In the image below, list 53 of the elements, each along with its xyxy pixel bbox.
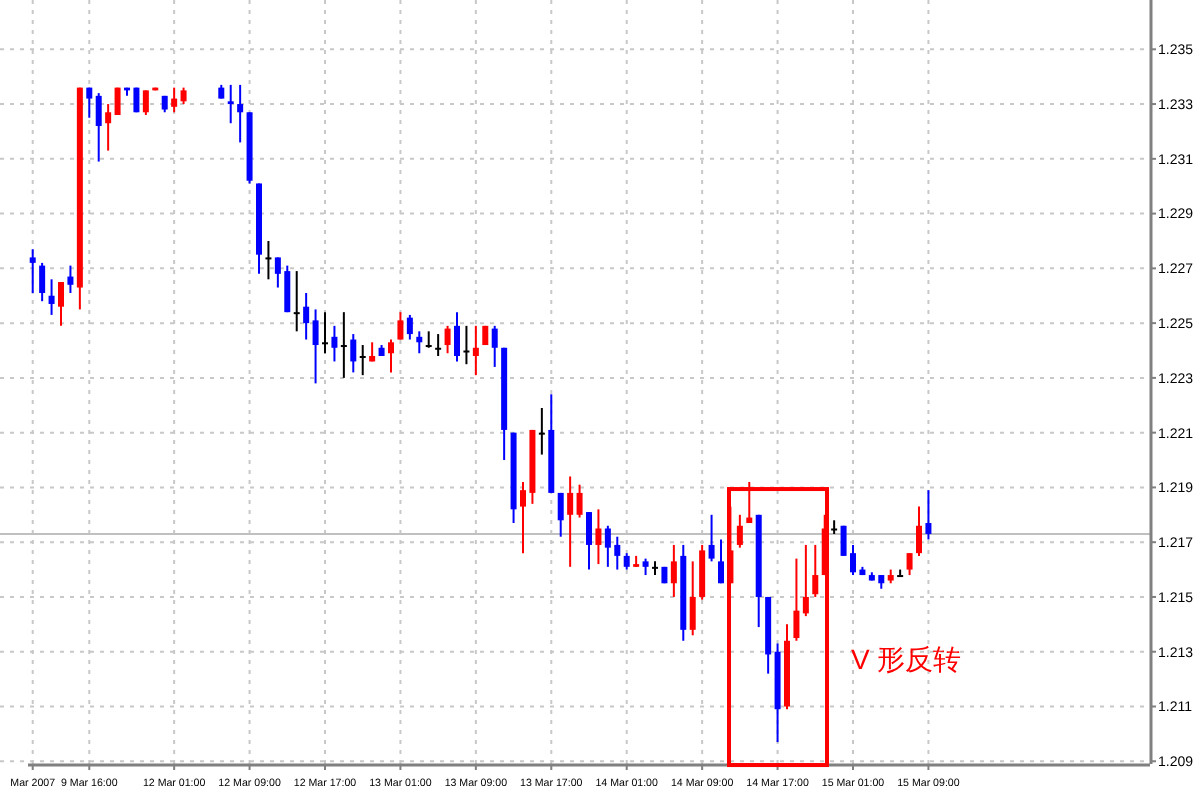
candlestick [227, 83, 234, 125]
candlestick [925, 489, 932, 541]
candlestick [718, 538, 724, 585]
candlestick [538, 407, 545, 456]
candlestick [802, 543, 809, 618]
candlestick [916, 505, 922, 557]
candlestick [350, 333, 357, 374]
candlestick [142, 89, 149, 117]
candlestick [670, 543, 677, 598]
candlestick [708, 513, 715, 563]
candlestick [331, 324, 338, 363]
candlestick [425, 330, 432, 349]
candlestick [463, 324, 470, 366]
candlestick [491, 324, 498, 368]
candlestick [595, 508, 602, 566]
candlestick [67, 264, 74, 294]
candlestick [576, 483, 583, 519]
candlestick [435, 333, 442, 357]
candlestick [567, 475, 574, 568]
candlestick [340, 311, 347, 379]
candlestick [586, 511, 592, 571]
candlestick [322, 311, 328, 355]
candlestick [171, 86, 178, 114]
candlestick [736, 513, 743, 549]
candlestick [689, 560, 696, 637]
candlestick [746, 480, 753, 525]
candlestick [472, 324, 479, 377]
annotation: V 形反转 [851, 643, 962, 676]
candlestick [265, 239, 272, 281]
candlestick [48, 278, 55, 316]
candlestick [237, 83, 244, 144]
candlestick [95, 92, 102, 163]
candlestick [557, 491, 564, 538]
candlestick [699, 543, 706, 601]
candlestick [812, 543, 819, 598]
candlestick [454, 311, 460, 363]
candlestick [416, 330, 423, 355]
candlestick [444, 324, 451, 355]
candlestick [293, 270, 300, 333]
candlestick [897, 568, 904, 578]
candlestick [105, 103, 112, 152]
candlestick [29, 248, 36, 294]
candlestick [312, 308, 319, 385]
candlestick [39, 261, 46, 303]
candlestick [58, 281, 64, 327]
candlestick [793, 557, 800, 642]
candlestick [388, 338, 394, 374]
candlestick [359, 344, 366, 377]
candlestick [906, 552, 913, 577]
candlestick [303, 292, 310, 341]
candlestick [406, 313, 413, 341]
candlestick [397, 311, 404, 341]
candlestick [86, 86, 93, 119]
